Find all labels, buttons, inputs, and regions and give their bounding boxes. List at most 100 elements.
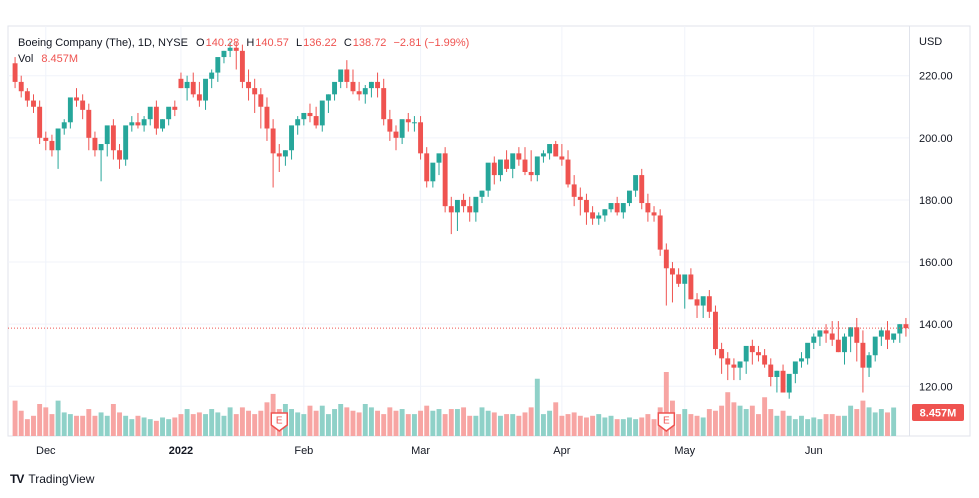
candle-body (295, 119, 301, 126)
chart-border (7, 25, 971, 437)
candle-body (209, 72, 215, 79)
earnings-marker[interactable] (657, 412, 676, 432)
candle-body (178, 78, 184, 89)
candle-body (362, 88, 368, 95)
volume-bar (645, 414, 651, 436)
high-value: 140.57 (255, 37, 289, 49)
candle-body (725, 358, 731, 365)
candle-body (829, 333, 835, 340)
candle-body (596, 215, 602, 219)
earnings-marker[interactable] (270, 412, 289, 432)
candle-body (160, 119, 165, 129)
volume-bar (713, 410, 718, 436)
candle-body (418, 122, 424, 154)
volume-value: 8.457M (41, 53, 79, 65)
candle-body (227, 47, 233, 51)
volume-bar (780, 410, 786, 436)
volume-bar (344, 407, 350, 436)
volume-bar (491, 412, 497, 436)
volume-bar (135, 415, 141, 436)
candle-body (239, 50, 245, 82)
volume-bar (448, 409, 454, 436)
candle-body (688, 274, 694, 300)
open-value: 140.28 (205, 37, 240, 49)
volume-bar (209, 409, 215, 436)
candle-body (338, 69, 344, 82)
candle-body (246, 81, 251, 89)
volume-bar (553, 402, 559, 436)
volume-bar (442, 414, 448, 436)
volume-bar (184, 409, 190, 436)
volume-bar (325, 414, 331, 436)
candle-body (448, 206, 454, 213)
candle-body (92, 137, 98, 151)
volume-bar (872, 412, 878, 436)
candle-body (516, 153, 522, 160)
volume-bar (842, 415, 847, 436)
candle-body (799, 358, 804, 362)
volume-bar (405, 414, 411, 436)
volume-bar (762, 397, 768, 436)
volume-bar (129, 419, 135, 436)
time-axis[interactable]: Dec 2022 Feb Mar Apr May Jun (36, 445, 823, 457)
earnings-marker-label: E (276, 416, 283, 427)
volume-bar (467, 415, 473, 436)
candle-body (823, 330, 829, 334)
candle-body (749, 345, 755, 353)
candle-body (682, 274, 688, 284)
tradingview-brand[interactable]: TradingView (28, 472, 95, 486)
volume-bar (854, 409, 860, 436)
candle-body (258, 94, 264, 107)
volume-bar (147, 419, 153, 436)
volume-bar (706, 409, 712, 436)
candle-body (651, 212, 657, 216)
candle-body (848, 327, 854, 337)
volume-bar (792, 419, 798, 436)
candle-body (147, 106, 153, 120)
candles (12, 41, 909, 399)
candle-body (153, 106, 159, 129)
volume-bar (497, 415, 503, 436)
volume-bar (18, 410, 24, 436)
candle-body (639, 175, 645, 204)
candle-body (270, 128, 276, 154)
open-label: O (196, 37, 205, 49)
volume-bar (252, 414, 258, 436)
volume-bar (510, 414, 516, 436)
candle-body (411, 122, 417, 124)
candle-body (196, 94, 202, 101)
symbol-title[interactable]: Boeing Company (The), 1D, NYSE (18, 37, 188, 49)
candle-body (319, 100, 325, 126)
candle-body (774, 370, 780, 377)
volume-bar (356, 412, 362, 436)
volume-bar (319, 405, 325, 436)
volume-bar (805, 419, 811, 436)
tradingview-logo-icon[interactable]: TV (10, 472, 24, 486)
volume-bar (559, 415, 565, 436)
candle-body (166, 106, 172, 120)
candle-body (872, 336, 878, 356)
volume-bar (694, 415, 700, 436)
time-tick-label: 2022 (169, 445, 193, 457)
volume-bar (602, 417, 608, 436)
candle-body (264, 106, 270, 129)
candle-body (891, 333, 897, 340)
volume-bar (799, 415, 804, 436)
volume-bars (12, 372, 897, 436)
candle-body (504, 159, 510, 169)
low-label: L (295, 37, 303, 49)
candle-body (332, 81, 338, 95)
candle-body (436, 153, 442, 163)
volume-bar (12, 400, 18, 436)
time-tick-label: Jun (805, 445, 823, 457)
volume-bar (749, 405, 755, 436)
candle-body (534, 156, 540, 176)
candle-body (350, 81, 356, 92)
candle-body (430, 162, 436, 182)
volume-bar (835, 415, 841, 436)
price-axis[interactable]: USD 220.00 200.00 180.00 160.00 140.00 120.00 (919, 36, 953, 393)
earnings-marker-label: E (663, 416, 670, 427)
volume-bar (774, 415, 780, 436)
